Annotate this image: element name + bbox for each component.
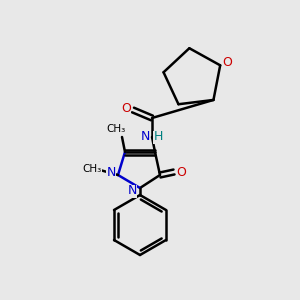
Text: CH₃: CH₃ (106, 124, 126, 134)
Text: H: H (153, 130, 163, 143)
Text: N: N (140, 130, 150, 143)
Text: CH₃: CH₃ (82, 164, 102, 174)
Text: O: O (121, 101, 131, 115)
Text: N: N (127, 184, 137, 197)
Text: N: N (106, 167, 116, 179)
Text: O: O (176, 166, 186, 178)
Text: O: O (222, 56, 232, 69)
